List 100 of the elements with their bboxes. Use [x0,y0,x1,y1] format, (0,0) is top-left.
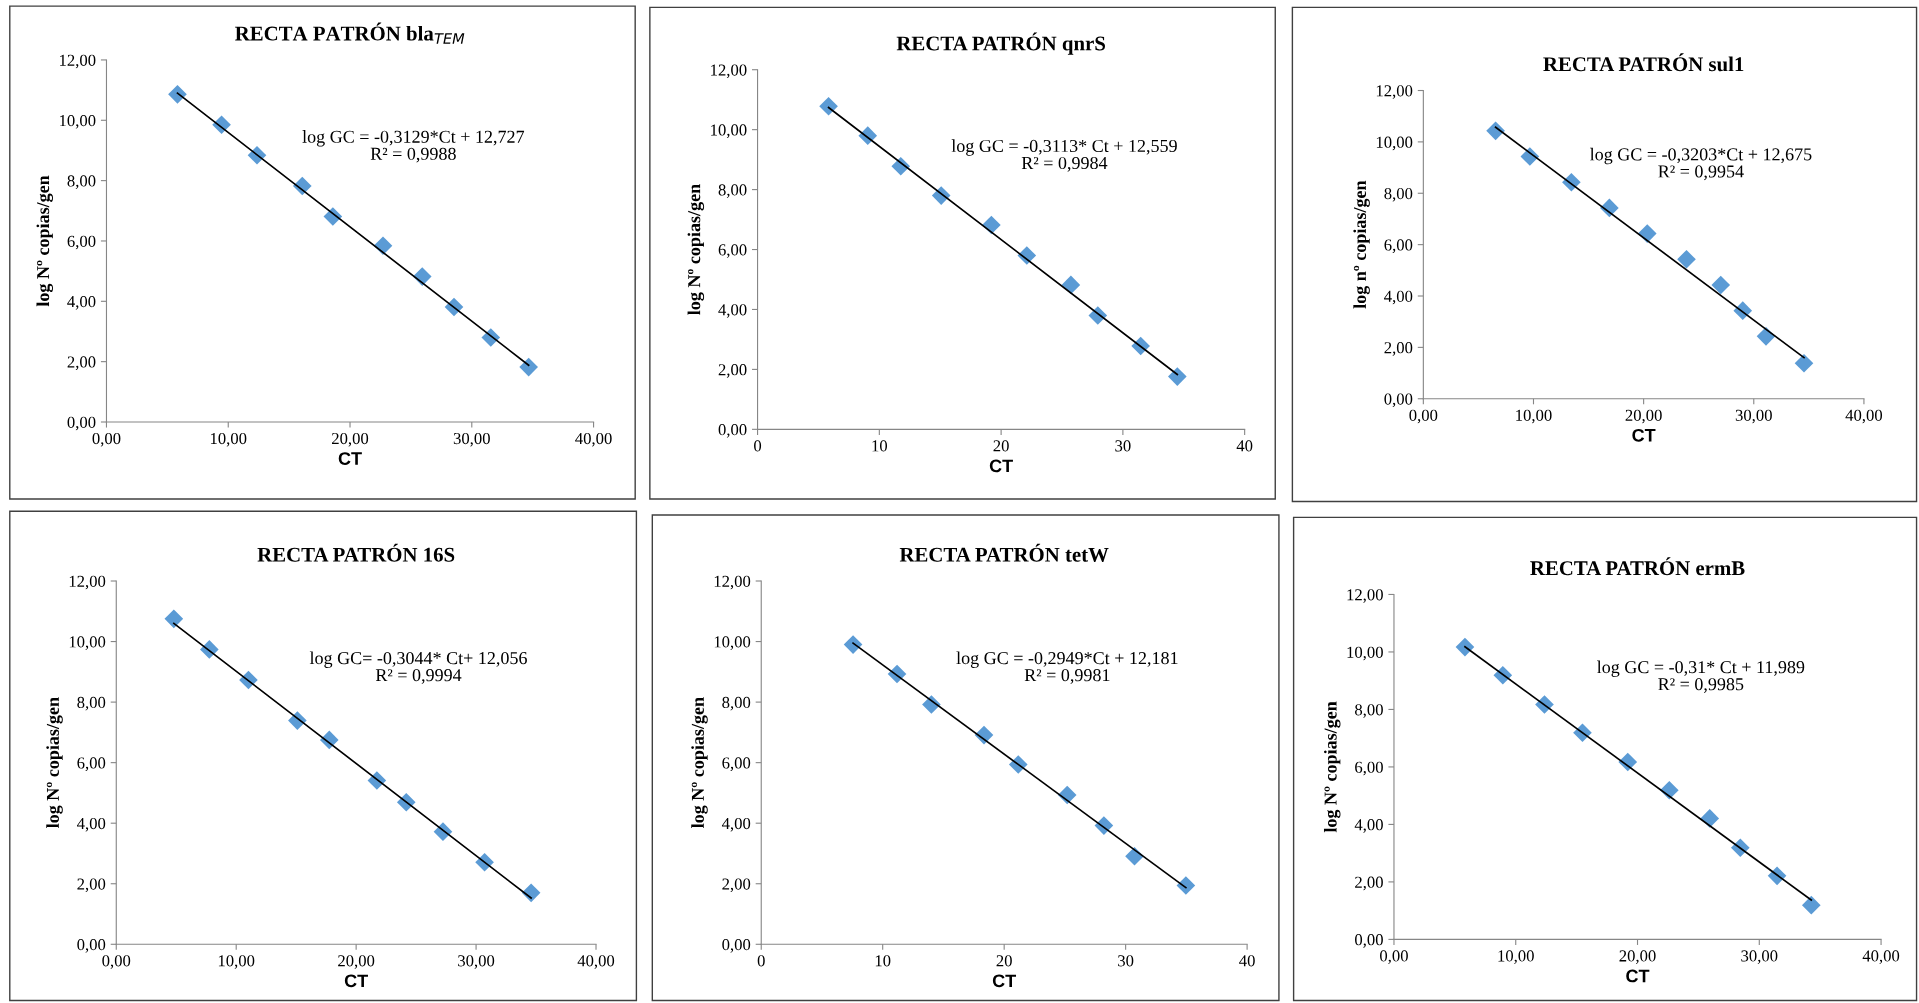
chart-title: RECTA PATRÓN sul1 [1543,53,1744,72]
y-tick-label: 4,00 [721,817,751,832]
x-tick-label: 10 [875,955,891,967]
x-tick-label: 20,00 [338,955,375,969]
x-axis-title: CT [1626,969,1650,983]
point [519,357,538,377]
point [1455,637,1475,657]
y-tick-label: 2,00 [67,356,96,370]
y-tick-label: 2,00 [77,878,106,893]
y-tick-label: 12,00 [69,575,106,590]
x-tick-label: 30,00 [453,432,490,447]
y-tick-label: 0,00 [722,938,751,953]
point [168,85,187,104]
x-axis-title: CT [989,459,1013,473]
x-tick-label: 20,00 [1625,409,1662,424]
y-tick-label: 12,00 [60,54,96,69]
x-tick-label: 0 [757,955,765,967]
x-tick-label: 0 [754,440,762,452]
x-tick-label: 0,00 [1409,409,1438,424]
y-tick-label: 4,00 [1384,290,1413,305]
point [1677,249,1696,269]
point [1794,353,1814,373]
y-axis-title: log nº copias/gen [1353,180,1370,309]
x-tick-label: 30,00 [1735,409,1772,424]
x-tick-label: 10 [872,440,888,452]
y-tick-label: 2,00 [718,364,747,378]
y-tick-label: 8,00 [1355,704,1383,718]
x-tick-label: 10,00 [1498,950,1534,964]
x-tick-label: 20,00 [1619,950,1656,964]
y-axis-title: log Nº copias/gen [1323,701,1341,833]
x-tick-label: 30 [1118,955,1134,967]
chart-title: RECTA PATRÓN qnrS [896,32,1106,55]
y-tick-label: 4,00 [77,817,106,832]
x-axis-title: CT [992,974,1017,988]
y-tick-label: 10,00 [711,124,747,138]
x-tick-label: 10,00 [210,432,247,447]
chart-title: RECTA PATRÓN 16S [257,543,455,562]
y-tick-label: 10,00 [1347,646,1383,661]
y-tick-label: 12,00 [1347,589,1383,603]
y-tick-label: 8,00 [718,184,747,198]
y-tick-label: 8,00 [77,696,106,711]
x-tick-label: 10,00 [218,955,255,969]
annotation: log GC = -0,2949*Ct + 12,181 R² = 0,9981 [956,651,1178,684]
y-tick-label: 6,00 [77,757,106,771]
chart-title: RECTA PATRÓN bla$_{TEM}$ [235,22,465,44]
y-tick-label: 10,00 [714,636,751,650]
x-tick-label: 40,00 [577,955,615,969]
y-tick-label: 2,00 [1355,876,1383,891]
point [819,96,838,116]
x-tick-label: 40,00 [1862,950,1900,964]
y-axis-title: log Nº copias/gen [36,175,53,307]
x-tick-label: 40,00 [1845,409,1883,424]
x-axis-title: CT [338,452,362,465]
y-axis-title: log Nº copias/gen [687,184,705,315]
x-tick-label: 0,00 [102,955,131,969]
y-tick-label: 12,00 [714,575,751,590]
x-tick-label: 20,00 [332,432,369,447]
y-tick-label: 4,00 [1354,819,1383,833]
x-tick-label: 20 [993,440,1009,452]
x-tick-label: 40 [1239,955,1255,967]
annotation: log GC = -0,31* Ct + 11,989 R² = 0,9985 [1597,660,1805,693]
x-tick-label: 30 [1115,440,1131,452]
y-tick-label: 10,00 [1376,136,1413,151]
y-tick-label: 10,00 [60,114,96,129]
annotation: log GC = -0,3203*Ct + 12,675 R² = 0,9954 [1590,147,1812,181]
y-tick-label: 0,00 [77,938,106,953]
x-tick-label: 40,00 [575,432,612,447]
x-tick-label: 0,00 [92,432,121,447]
y-tick-label: 6,00 [718,244,747,258]
annotation: log GC = -0,3129*Ct + 12,727 R² = 0,9988 [302,130,525,163]
y-axis-title: log Nº copias/gen [46,697,63,828]
y-tick-label: 0,00 [1355,934,1383,948]
y-tick-label: 4,00 [67,296,96,310]
x-tick-label: 30,00 [458,955,495,969]
x-tick-label: 20 [996,955,1012,967]
annotation: log GC= -0,3044* Ct+ 12,056 R² = 0,9994 [309,651,527,684]
x-axis-title: CT [1632,428,1656,442]
point [1711,275,1731,295]
point [1061,275,1081,295]
y-tick-label: 6,00 [722,757,751,771]
x-axis-title: CT [344,974,368,988]
y-tick-label: 6,00 [1384,239,1413,253]
point [1168,367,1187,386]
y-tick-label: 8,00 [722,696,751,711]
y-tick-label: 2,00 [722,878,751,893]
y-tick-label: 10,00 [69,636,106,650]
point [164,609,184,629]
point [1801,895,1821,915]
chart-title: RECTA PATRÓN tetW [899,543,1109,562]
y-tick-label: 0,00 [1384,393,1413,408]
y-tick-label: 4,00 [718,304,747,318]
annotation: log GC = -0,3113* Ct + 12,559 R² = 0,9984 [951,139,1177,172]
x-tick-label: 10,00 [1516,409,1552,424]
y-tick-label: 12,00 [711,64,747,79]
x-tick-label: 40 [1236,440,1253,452]
y-tick-label: 8,00 [67,175,96,189]
x-tick-label: 30,00 [1741,950,1778,964]
y-tick-label: 12,00 [1376,85,1413,99]
y-axis-title: log Nº copias/gen [691,697,708,828]
y-tick-label: 6,00 [67,235,96,250]
